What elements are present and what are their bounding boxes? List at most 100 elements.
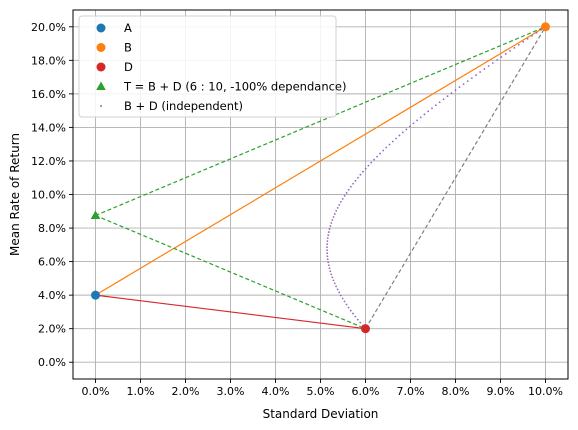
curve-point xyxy=(466,80,469,83)
x-tick-label: 9.0% xyxy=(487,385,515,398)
curve-point xyxy=(479,71,482,73)
curve-point xyxy=(328,267,331,270)
curve-point xyxy=(326,237,329,240)
y-tick-label: 18.0% xyxy=(31,54,66,67)
curve-point xyxy=(454,89,457,92)
y-tick-label: 8.0% xyxy=(38,222,66,235)
curve-point xyxy=(427,110,430,113)
curve-point xyxy=(395,137,397,140)
y-tick-label: 4.0% xyxy=(38,289,66,302)
y-tick-label: 2.0% xyxy=(38,323,66,336)
curve-point xyxy=(338,203,341,206)
curve-point xyxy=(509,50,511,52)
curve-point xyxy=(362,170,364,173)
curve-point xyxy=(483,68,486,70)
x-tick-label: 2.0% xyxy=(172,385,200,398)
legend-label: T = B + D (6 : 10, -100% dependance) xyxy=(123,80,347,94)
curve-point xyxy=(359,173,362,176)
x-tick-label: 4.0% xyxy=(262,385,290,398)
curve-point xyxy=(338,291,341,294)
y-axis-label: Mean Rate of Return xyxy=(8,133,22,256)
curve-point xyxy=(379,152,381,155)
curve-point xyxy=(364,167,367,170)
curve-point xyxy=(450,92,453,95)
curve-point xyxy=(412,122,415,125)
curve-point xyxy=(335,285,337,288)
curve-point xyxy=(513,47,516,49)
curve-point xyxy=(442,98,445,101)
curve-point xyxy=(359,321,362,324)
curve-point xyxy=(388,143,391,146)
curve-point xyxy=(423,113,426,116)
curve-point xyxy=(416,119,418,122)
curve-point xyxy=(326,246,328,249)
legend-marker xyxy=(100,105,102,107)
x-tick-label: 6.0% xyxy=(352,385,380,398)
curve-point xyxy=(487,65,490,67)
curve-point xyxy=(329,270,332,273)
point-d xyxy=(361,324,370,334)
curve-point xyxy=(356,176,359,179)
y-tick-label: 20.0% xyxy=(31,21,66,34)
connector-line xyxy=(95,294,366,330)
connector-line xyxy=(95,26,546,217)
legend-label: B xyxy=(124,41,132,55)
curve-point xyxy=(500,56,503,58)
curve-point xyxy=(517,43,520,46)
legend: ABD T = B + D (6 : 10, -100% dependance) B… xyxy=(78,15,347,118)
curve-point xyxy=(405,128,408,131)
legend-marker xyxy=(96,81,106,90)
x-axis-label: Standard Deviation xyxy=(263,407,379,421)
point-t xyxy=(90,210,101,219)
curve-point xyxy=(331,219,334,221)
x-tick-label: 5.0% xyxy=(307,385,335,398)
y-tick-label: 10.0% xyxy=(31,189,66,202)
curve-point xyxy=(352,312,354,315)
curve-point xyxy=(340,200,342,203)
independent-curve xyxy=(326,25,547,330)
connector-line xyxy=(95,26,546,296)
connector-line xyxy=(95,214,366,330)
curve-point xyxy=(326,258,329,261)
x-tick-label: 7.0% xyxy=(397,385,425,398)
curve-point xyxy=(531,34,533,37)
curve-point xyxy=(535,31,538,34)
curve-point xyxy=(385,146,388,149)
curve-point xyxy=(462,83,465,86)
curve-point xyxy=(475,74,477,76)
curve-point xyxy=(470,77,473,79)
curve-point xyxy=(330,222,333,224)
curve-point xyxy=(332,216,335,218)
legend-label: D xyxy=(124,60,133,74)
curve-point xyxy=(391,140,394,143)
curve-point xyxy=(333,282,336,285)
data-points xyxy=(90,22,550,334)
curve-point xyxy=(401,131,404,134)
curve-point xyxy=(332,279,335,282)
curve-point xyxy=(419,116,422,119)
curve-point xyxy=(491,62,494,64)
curve-point xyxy=(367,164,370,167)
curve-point xyxy=(333,213,336,215)
curve-point xyxy=(398,134,401,137)
connector-lines xyxy=(95,26,547,330)
curve-point xyxy=(328,228,331,230)
curve-point xyxy=(329,225,332,227)
x-tick-label: 8.0% xyxy=(442,385,470,398)
curve-point xyxy=(331,276,334,279)
curve-point xyxy=(354,315,357,318)
curve-point xyxy=(349,309,352,312)
x-tick-label: 0.0% xyxy=(82,385,110,398)
curve-point xyxy=(343,194,346,197)
curve-point xyxy=(347,188,350,191)
curve-point xyxy=(326,243,329,246)
curve-point xyxy=(370,161,373,164)
curve-point xyxy=(431,107,433,110)
curve-point xyxy=(373,158,375,161)
curve-point xyxy=(438,101,441,104)
curve-point xyxy=(336,288,339,291)
curve-point xyxy=(345,191,348,194)
curve-point xyxy=(335,210,338,212)
curve-point xyxy=(504,53,507,55)
